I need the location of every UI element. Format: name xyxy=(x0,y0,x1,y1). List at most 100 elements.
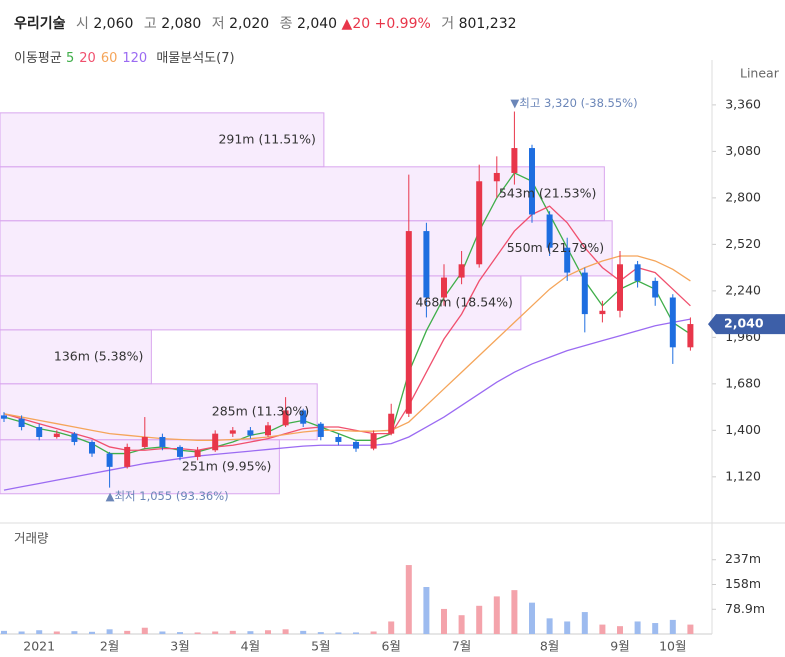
candle-body xyxy=(124,446,131,467)
label: 저 xyxy=(211,16,225,32)
volume-bar xyxy=(564,621,571,634)
candle-body xyxy=(212,433,219,451)
x-tick-label: 7월 xyxy=(452,639,471,654)
legend-entry: 20 xyxy=(79,51,96,66)
volume-bar xyxy=(53,631,60,634)
candle-body xyxy=(370,433,377,449)
candle-body xyxy=(652,280,659,298)
ma-legend: 5 20 60 120 xyxy=(66,51,152,66)
candle-body xyxy=(388,413,395,434)
x-tick-label: 6월 xyxy=(381,639,400,654)
volume-profile-bar xyxy=(0,220,613,277)
candle-body xyxy=(1,415,7,419)
moving-average-line xyxy=(3,172,691,455)
volume-profile-label: 291m (11.51%) xyxy=(218,131,315,146)
volume-profile-bar xyxy=(0,275,522,331)
x-tick-label: 5월 xyxy=(311,639,330,654)
volume-bar xyxy=(617,626,623,634)
ma-title: 이동평균 xyxy=(14,51,62,66)
volume-bar xyxy=(335,632,342,634)
volume-profile-bar xyxy=(0,329,152,385)
volume-bar xyxy=(265,630,271,634)
candle-body xyxy=(282,410,289,426)
candle-body xyxy=(36,427,43,437)
volume-bar xyxy=(476,605,483,634)
volume-y-tick-label: 158m xyxy=(725,576,761,591)
candle-body xyxy=(493,172,500,182)
candle-body xyxy=(300,410,307,424)
candle-body xyxy=(71,433,78,442)
value: 801,232 xyxy=(458,16,517,32)
x-tick-label: 3월 xyxy=(170,639,189,654)
volume-bar xyxy=(124,630,131,634)
x-tick-label: 2월 xyxy=(100,639,119,654)
indicator-legend: 이동평균 5 20 60 120 매물분석도(7) xyxy=(14,47,235,66)
value: 2,040 xyxy=(297,16,338,32)
volume-bar xyxy=(546,618,553,634)
x-tick-label: 8월 xyxy=(540,639,559,654)
candle-body xyxy=(405,231,412,414)
last-price-tag xyxy=(708,314,785,335)
legend-entry: 60 xyxy=(100,51,118,66)
y-tick-label: 2,240 xyxy=(725,282,761,297)
volume-profile-bar xyxy=(0,439,280,495)
y-tick-label: 3,080 xyxy=(725,143,761,158)
volume-profile-bar xyxy=(0,112,325,168)
candle-body xyxy=(564,247,571,273)
x-tick-label: 4월 xyxy=(241,639,260,654)
volume-y-tick-label: 78.9m xyxy=(725,601,765,616)
volume-profile-label: 543m (21.53%) xyxy=(499,185,596,200)
candle-body xyxy=(177,446,183,457)
candle-body xyxy=(546,214,553,248)
volume-profile-label: 468m (18.54%) xyxy=(415,294,512,309)
volume-bar xyxy=(511,590,518,634)
candle-body xyxy=(476,181,483,265)
candle-body xyxy=(317,423,324,437)
volume-bar xyxy=(247,631,254,634)
moving-average-line xyxy=(3,255,691,441)
candle-body xyxy=(229,430,236,434)
candle-body xyxy=(617,264,623,311)
candle-body xyxy=(159,436,166,447)
candle-body xyxy=(141,436,148,447)
volume-bar xyxy=(529,602,535,634)
volume-bar xyxy=(317,632,324,634)
y-tick-label: 2,520 xyxy=(725,236,761,251)
volume-bar xyxy=(212,631,219,634)
volume-bar xyxy=(388,621,395,634)
volume-bar xyxy=(634,621,641,634)
legend-entry: 120 xyxy=(122,51,148,66)
volume-profile-bar xyxy=(0,383,318,441)
y-tick-label: 3,360 xyxy=(725,96,761,111)
volume-bar xyxy=(599,624,606,634)
volume-profile-bar xyxy=(0,166,605,222)
candle-body xyxy=(18,418,25,428)
candle-body xyxy=(265,425,271,436)
candle-body xyxy=(634,264,641,281)
label: 시 xyxy=(75,16,89,32)
label: 거 xyxy=(441,16,455,32)
volume-bar xyxy=(282,629,289,634)
label: 종 xyxy=(279,16,293,32)
candle-body xyxy=(53,433,60,437)
volume-bar xyxy=(370,631,377,634)
volume-bar xyxy=(89,631,95,634)
x-tick-label: 9월 xyxy=(610,639,629,654)
volume-bar xyxy=(1,630,7,634)
candle-body xyxy=(511,148,518,173)
volume-profile-label: 550m (21.79%) xyxy=(507,240,604,255)
legend-entry: 5 xyxy=(65,51,75,66)
volume-bar xyxy=(405,565,412,634)
volume-bar xyxy=(177,632,183,634)
y-tick-label: 2,800 xyxy=(725,189,761,204)
volume-bar xyxy=(106,629,113,634)
volume-bar xyxy=(493,596,500,634)
x-tick-label: 10월 xyxy=(659,639,686,654)
candle-body xyxy=(353,441,359,449)
volume-title: 거래량 xyxy=(14,531,49,546)
volume-bar xyxy=(687,624,694,634)
moving-average-line xyxy=(3,205,691,451)
candle-body xyxy=(581,272,588,315)
